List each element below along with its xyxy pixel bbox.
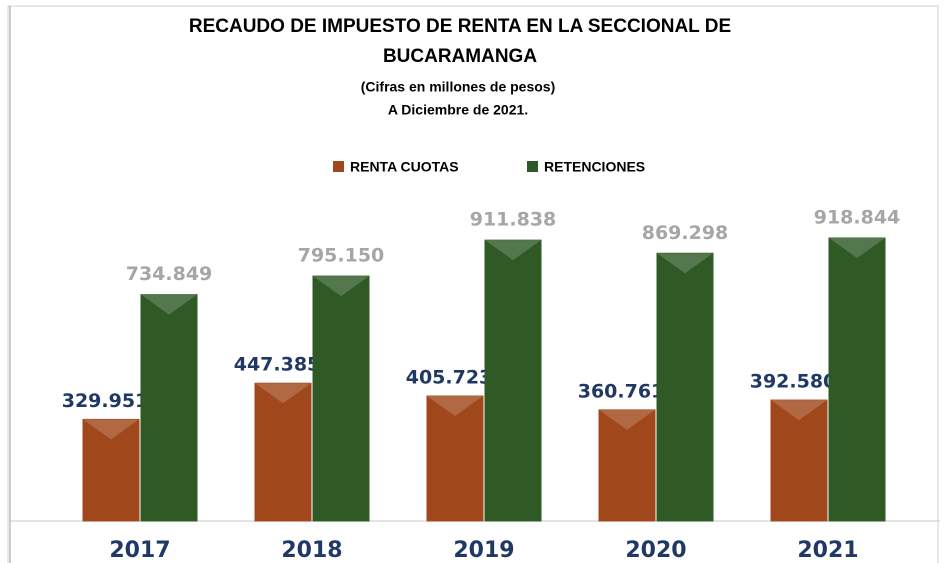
chart-title: RECAUDO DE IMPUESTO DE RENTA EN LA SECCI… xyxy=(188,16,732,67)
bar-cap xyxy=(83,419,139,440)
subtitle: A Diciembre de 2021. xyxy=(388,102,528,118)
bar-cap xyxy=(313,276,369,297)
data-label: 795.150 xyxy=(298,245,385,267)
frame xyxy=(7,5,939,563)
legend-label: RENTA CUOTAS xyxy=(350,159,459,175)
bar-cap xyxy=(485,240,541,261)
x-tick-label: 2021 xyxy=(797,538,858,563)
bar-cap xyxy=(657,253,713,274)
data-label: 869.298 xyxy=(642,222,729,244)
bar xyxy=(82,418,140,522)
bar-cap xyxy=(141,294,197,315)
subtitle: (Cifras en millones de pesos) xyxy=(361,79,556,95)
bar xyxy=(140,294,198,522)
data-label: 392.580 xyxy=(750,371,837,393)
bar-cap xyxy=(255,383,311,404)
legend-swatch xyxy=(527,161,538,172)
bar xyxy=(254,382,312,522)
x-tick-label: 2020 xyxy=(625,538,686,563)
data-label: 734.849 xyxy=(126,263,213,285)
bar-cap xyxy=(829,238,885,258)
bar xyxy=(426,395,484,522)
legend-swatch xyxy=(333,161,344,172)
bar xyxy=(828,237,886,522)
bar-cap xyxy=(427,396,483,417)
bar xyxy=(484,239,542,522)
legend-label: RETENCIONES xyxy=(544,159,645,175)
bar-cap xyxy=(771,400,827,421)
data-label: 447.385 xyxy=(234,354,321,376)
data-label: 918.844 xyxy=(814,207,901,229)
x-tick-label: 2018 xyxy=(281,538,342,563)
x-tick-label: 2019 xyxy=(453,538,514,563)
bar xyxy=(656,252,714,522)
data-label: 360.761 xyxy=(578,380,665,402)
bar-cap xyxy=(599,409,655,430)
x-tick-label: 2017 xyxy=(109,538,170,563)
data-label: 329.951 xyxy=(62,390,149,412)
data-label: 405.723 xyxy=(406,367,493,389)
bar xyxy=(312,275,370,522)
data-label: 911.838 xyxy=(470,209,557,231)
bar xyxy=(598,409,656,522)
bar xyxy=(770,399,828,522)
